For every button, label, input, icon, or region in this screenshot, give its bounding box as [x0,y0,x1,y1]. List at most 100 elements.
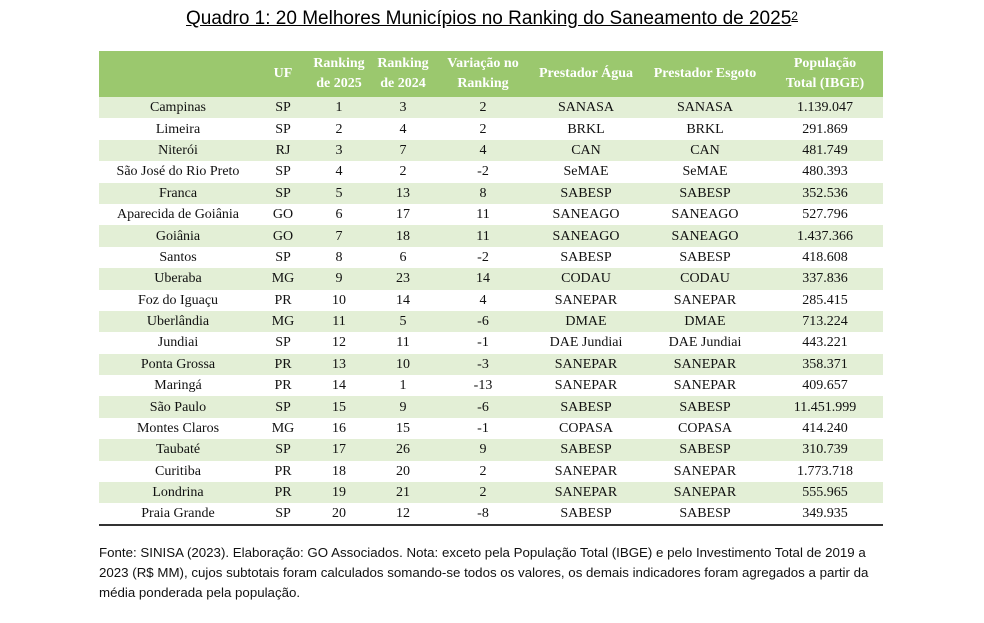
cell-populacao: 352.536 [767,182,883,204]
cell-prestador-esgoto: SANEAGO [643,225,767,247]
cell-ranking-2025: 1 [309,97,369,119]
cell-prestador-agua: SABESP [529,503,643,527]
cell-ranking-2024: 1 [369,375,437,397]
header-ranking-2025: Ranking de 2025 [309,51,369,97]
table-row: Santos SP 8 6 -2 SABESP SABESP 418.608 [99,246,883,269]
table-row: Taubaté SP 17 26 9 SABESP SABESP 310.739 [99,439,883,461]
cell-municipio: São José do Rio Preto [99,161,257,183]
header-populacao-line1: População [793,56,857,71]
cell-municipio: Jundiai [99,332,257,354]
cell-uf: MG [257,268,309,290]
cell-ranking-2024: 13 [369,182,437,204]
table-row: Curitiba PR 18 20 2 SANEPAR SANEPAR 1.773.718 [99,460,883,483]
cell-variacao: 2 [437,118,529,140]
cell-prestador-agua: SABESP [529,246,643,269]
cell-prestador-agua: COPASA [529,417,643,440]
cell-ranking-2024: 23 [369,268,437,290]
header-variacao-line2: Ranking [457,76,509,91]
cell-prestador-agua: BRKL [529,118,643,140]
cell-ranking-2024: 17 [369,203,437,226]
table-row: Franca SP 5 13 8 SABESP SABESP 352.536 [99,182,883,204]
cell-municipio: Londrina [99,482,257,504]
cell-ranking-2025: 20 [309,503,369,527]
cell-ranking-2024: 12 [369,503,437,527]
cell-populacao: 310.739 [767,439,883,461]
table-row: São Paulo SP 15 9 -6 SABESP SABESP 11.451.999 [99,396,883,418]
cell-prestador-esgoto: DMAE [643,310,767,333]
cell-uf: PR [257,289,309,311]
cell-ranking-2025: 3 [309,139,369,162]
header-variacao: Variação no Ranking [437,51,529,97]
cell-prestador-esgoto: SANEPAR [643,289,767,311]
table-row: Niterói RJ 3 7 4 CAN CAN 481.749 [99,139,883,162]
cell-prestador-esgoto: DAE Jundiai [643,332,767,354]
cell-uf: GO [257,203,309,226]
table-row: Campinas SP 1 3 2 SANASA SANASA 1.139.047 [99,97,883,119]
cell-variacao: 2 [437,97,529,119]
cell-ranking-2024: 10 [369,353,437,376]
cell-prestador-agua: SANEPAR [529,353,643,376]
cell-variacao: -1 [437,417,529,440]
header-uf: UF [257,51,309,97]
table-row: Praia Grande SP 20 12 -8 SABESP SABESP 349.935 [99,503,883,527]
cell-ranking-2024: 14 [369,289,437,311]
cell-variacao: 11 [437,225,529,247]
cell-variacao: -8 [437,503,529,527]
cell-ranking-2025: 5 [309,182,369,204]
cell-prestador-esgoto: SABESP [643,182,767,204]
cell-municipio: Campinas [99,97,257,119]
cell-ranking-2024: 3 [369,97,437,119]
cell-prestador-agua: SeMAE [529,161,643,183]
cell-ranking-2025: 11 [309,310,369,333]
ranking-table: UF Ranking de 2025 Ranking de 2024 Variaçã… [99,51,883,527]
cell-municipio: Limeira [99,118,257,140]
cell-prestador-agua: SANEAGO [529,203,643,226]
header-populacao-line2: Total (IBGE) [785,76,865,91]
cell-variacao: -13 [437,375,529,397]
cell-ranking-2024: 4 [369,118,437,140]
cell-uf: SP [257,396,309,418]
cell-ranking-2025: 8 [309,246,369,269]
cell-uf: SP [257,246,309,269]
cell-uf: PR [257,482,309,504]
cell-populacao: 285.415 [767,289,883,311]
cell-populacao: 409.657 [767,375,883,397]
cell-ranking-2025: 12 [309,332,369,354]
cell-prestador-agua: DMAE [529,310,643,333]
table-row: São José do Rio Preto SP 4 2 -2 SeMAE SeMAE 480… [99,161,883,183]
cell-variacao: 4 [437,289,529,311]
cell-ranking-2025: 7 [309,225,369,247]
title-footnote-marker: 2 [791,9,798,23]
cell-prestador-esgoto: SABESP [643,396,767,418]
cell-ranking-2024: 21 [369,482,437,504]
cell-municipio: Ponta Grossa [99,353,257,376]
cell-ranking-2024: 11 [369,332,437,354]
cell-prestador-esgoto: SeMAE [643,161,767,183]
cell-uf: SP [257,97,309,119]
cell-uf: SP [257,439,309,461]
cell-municipio: Aparecida de Goiânia [99,203,257,226]
cell-uf: MG [257,417,309,440]
cell-ranking-2025: 10 [309,289,369,311]
cell-populacao: 414.240 [767,417,883,440]
cell-prestador-agua: SANEPAR [529,375,643,397]
cell-variacao: -6 [437,396,529,418]
cell-prestador-agua: SANEPAR [529,482,643,504]
header-ranking-2024: Ranking de 2024 [369,51,437,97]
header-row: UF Ranking de 2025 Ranking de 2024 Variaçã… [99,51,883,97]
cell-municipio: Niterói [99,139,257,162]
cell-populacao: 555.965 [767,482,883,504]
header-ranking-2024-line1: Ranking [377,56,429,71]
table-row: Londrina PR 19 21 2 SANEPAR SANEPAR 555.965 [99,482,883,504]
cell-prestador-agua: SANEPAR [529,289,643,311]
cell-prestador-esgoto: SABESP [643,503,767,527]
table-row: Aparecida de Goiânia GO 6 17 11 SANEAGO SANEAG… [99,203,883,226]
table-row: Goiânia GO 7 18 11 SANEAGO SANEAGO 1.437.366 [99,225,883,247]
cell-ranking-2024: 2 [369,161,437,183]
header-ranking-2024-line2: de 2024 [380,76,426,91]
cell-variacao: -2 [437,161,529,183]
table-row: Jundiai SP 12 11 -1 DAE Jundiai DAE Jundiai 443… [99,332,883,354]
cell-municipio: Montes Claros [99,417,257,440]
cell-uf: GO [257,225,309,247]
cell-municipio: Santos [99,246,257,269]
